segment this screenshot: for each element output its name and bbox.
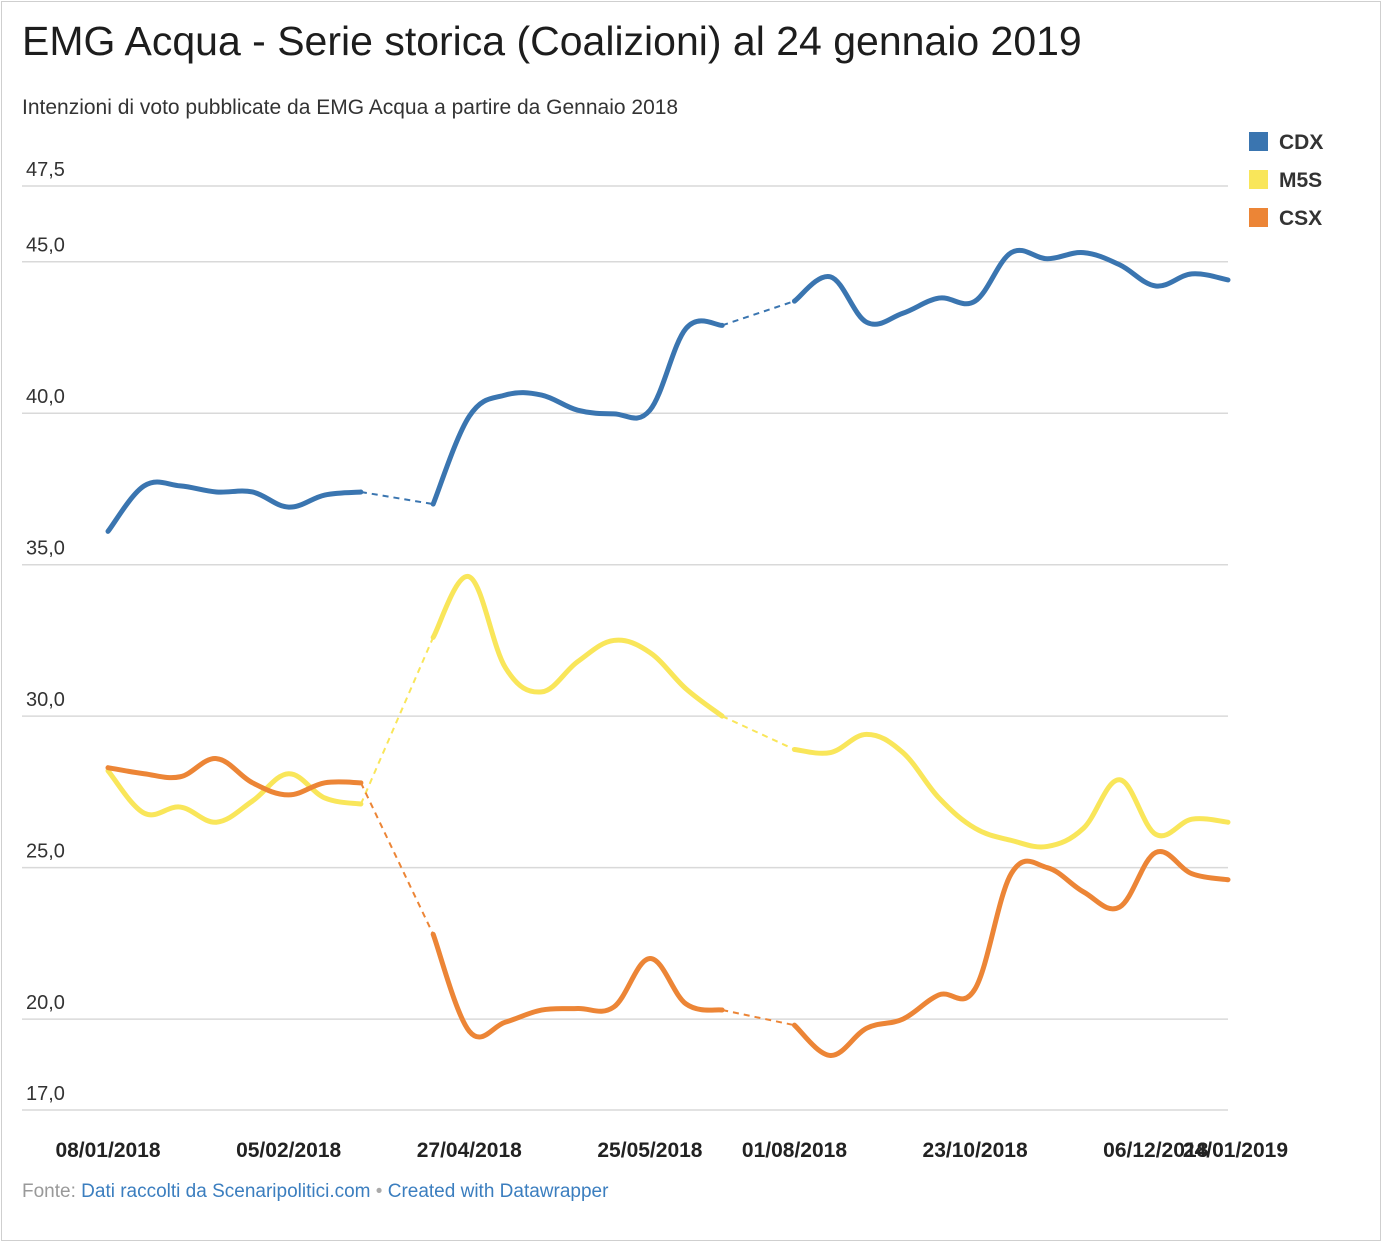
series-csx-line — [791, 849, 1231, 1058]
series-m5s — [105, 574, 1231, 850]
legend: CDX M5S CSX — [1249, 131, 1323, 230]
legend-swatch — [1249, 170, 1268, 189]
source-label: Fonte: — [22, 1181, 76, 1202]
x-tick-label: 01/08/2018 — [742, 1139, 847, 1162]
legend-label: CSX — [1279, 207, 1322, 230]
source-link[interactable]: Dati raccolti da Scenaripolitici.com — [81, 1181, 371, 1202]
gridlines — [22, 185, 1228, 1111]
series-cdx-line — [105, 479, 364, 534]
legend-swatch — [1249, 132, 1268, 151]
x-tick-label: 27/04/2018 — [417, 1139, 522, 1162]
x-tick-label: 25/05/2018 — [597, 1139, 702, 1162]
x-axis-ticks: 08/01/2018 05/02/2018 27/04/2018 25/05/2018… — [55, 1139, 1288, 1162]
series-m5s-line — [791, 731, 1231, 850]
chart-subtitle: Intenzioni di voto pubblicate da EMG Acq… — [22, 96, 679, 119]
legend-item-cdx: CDX — [1249, 131, 1323, 154]
y-tick-label: 25,0 — [26, 841, 65, 863]
x-tick-label: 05/02/2018 — [236, 1139, 341, 1162]
series-m5s-gap — [359, 636, 435, 805]
series-csx-line — [430, 931, 725, 1040]
series-csx-gap — [360, 782, 435, 935]
series-cdx — [105, 247, 1231, 534]
chart-footer: Fonte: Dati raccolti da Scenaripolitici.… — [22, 1181, 608, 1203]
series-csx — [105, 756, 1231, 1058]
series-csx-line — [105, 756, 364, 798]
series-csx-gap — [721, 1009, 795, 1027]
x-tick-label: 23/10/2018 — [923, 1139, 1028, 1162]
y-tick-label: 40,0 — [26, 386, 65, 408]
legend-label: M5S — [1279, 169, 1322, 192]
legend-item-csx: CSX — [1249, 207, 1322, 230]
series-cdx-gap — [721, 300, 795, 327]
legend-label: CDX — [1279, 131, 1323, 154]
datawrapper-link[interactable]: Created with Datawrapper — [387, 1181, 609, 1202]
series-cdx-line — [791, 247, 1231, 327]
y-tick-label: 20,0 — [26, 992, 65, 1014]
y-tick-label: 30,0 — [26, 689, 65, 711]
series-m5s-line — [430, 574, 725, 719]
y-tick-label: 45,0 — [26, 235, 65, 257]
legend-swatch — [1249, 208, 1268, 227]
y-tick-label: 17,0 — [26, 1083, 65, 1105]
y-tick-label: 35,0 — [26, 538, 65, 560]
series-cdx-gap — [360, 490, 434, 506]
chart-title: EMG Acqua - Serie storica (Coalizioni) a… — [22, 18, 1082, 64]
series-m5s-gap — [721, 715, 795, 751]
footer-separator: • — [375, 1181, 383, 1202]
series-cdx-line — [430, 318, 725, 507]
series-lines — [105, 247, 1231, 1058]
y-axis-ticks: 47,5 45,0 40,0 35,0 30,0 25,0 20,0 17,0 — [26, 159, 65, 1105]
legend-item-m5s: M5S — [1249, 169, 1322, 192]
y-tick-label: 47,5 — [26, 159, 65, 181]
x-tick-label: 08/01/2018 — [55, 1139, 160, 1162]
x-tick-label: 06/12/2018 — [1103, 1139, 1208, 1162]
series-m5s-line — [105, 768, 364, 825]
x-tick-label: 24/01/2019 — [1183, 1139, 1288, 1162]
